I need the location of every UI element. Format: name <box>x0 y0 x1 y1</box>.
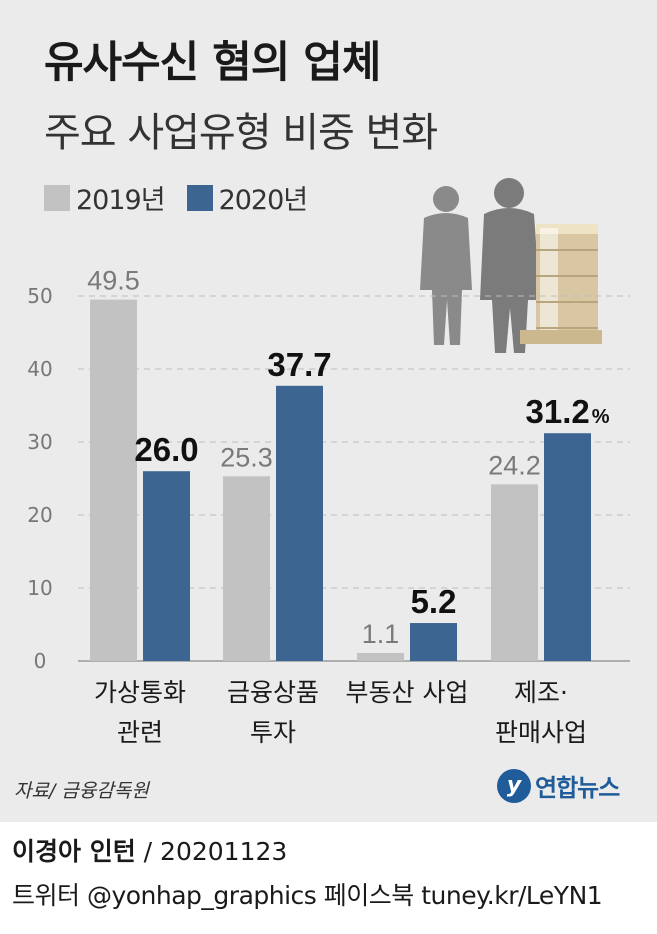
bar <box>276 385 323 661</box>
yonhap-logo-icon: y <box>497 768 531 803</box>
bar <box>143 471 190 661</box>
legend-label-2019: 2019년 <box>76 185 166 216</box>
y-tick-label: 0 <box>34 649 47 673</box>
legend-item-2019: 2019년 <box>44 178 166 217</box>
yonhap-logo-text: 연합뉴스 <box>535 774 620 802</box>
legend-item-2020: 2020년 <box>186 178 309 217</box>
data-label: 49.5 <box>87 266 140 296</box>
credit-line: 이경아 인턴 / 20201123 <box>12 832 287 868</box>
data-label: 26.0 <box>134 431 198 468</box>
data-label: 1.1 <box>362 619 400 649</box>
data-label: 5.2 <box>411 583 457 620</box>
unit-suffix: % <box>592 406 610 428</box>
data-label: 37.7 <box>267 346 331 383</box>
bar <box>357 652 404 661</box>
category-label: 투자 <box>250 718 296 747</box>
data-label: 24.2 <box>488 450 541 480</box>
data-label: 25.3 <box>220 442 273 472</box>
bar <box>223 476 270 661</box>
bar <box>544 433 591 661</box>
chart-title: 유사수신 혐의 업체 <box>44 38 381 88</box>
bar-chart: 0 10 20 30 40 50 49.5 25.3 1.1 24.2 26.0 37.7 5.2 31… <box>27 178 630 747</box>
category-label: 금융상품 <box>227 678 319 707</box>
legend-swatch-2019 <box>44 184 70 211</box>
bar <box>491 484 538 661</box>
category-label: 가상통화 <box>94 678 186 707</box>
social-line: 트위터 @yonhap_graphics 페이스북 tuney.kr/LeYN1 <box>12 881 603 910</box>
category-label: 부동산 사업 <box>346 678 469 707</box>
data-label: 31.2% <box>525 393 609 430</box>
y-tick-label: 20 <box>27 503 52 527</box>
credit-author: 이경아 인턴 <box>12 837 136 866</box>
legend-swatch-2020 <box>186 184 213 211</box>
chart-subtitle: 주요 사업유형 비중 변화 <box>44 110 438 156</box>
category-label: 관련 <box>117 718 163 747</box>
category-label: 제조· <box>514 678 568 707</box>
source-note: 자료/ 금융감독원 <box>14 780 149 802</box>
y-tick-label: 30 <box>27 430 52 454</box>
legend: 2019년 2020년 <box>44 178 329 217</box>
y-tick-label: 40 <box>27 357 52 381</box>
y-tick-label: 10 <box>27 576 52 600</box>
credit-date: 20201123 <box>160 837 288 866</box>
credit-separator: / <box>135 837 161 866</box>
yonhap-logo: y 연합뉴스 <box>497 768 620 803</box>
category-label: 판매사업 <box>495 718 587 747</box>
businessmen-illustration-icon <box>420 178 602 353</box>
legend-label-2020: 2020년 <box>218 185 309 216</box>
bar <box>410 623 457 661</box>
bar <box>90 299 137 661</box>
y-tick-label: 50 <box>27 284 52 308</box>
